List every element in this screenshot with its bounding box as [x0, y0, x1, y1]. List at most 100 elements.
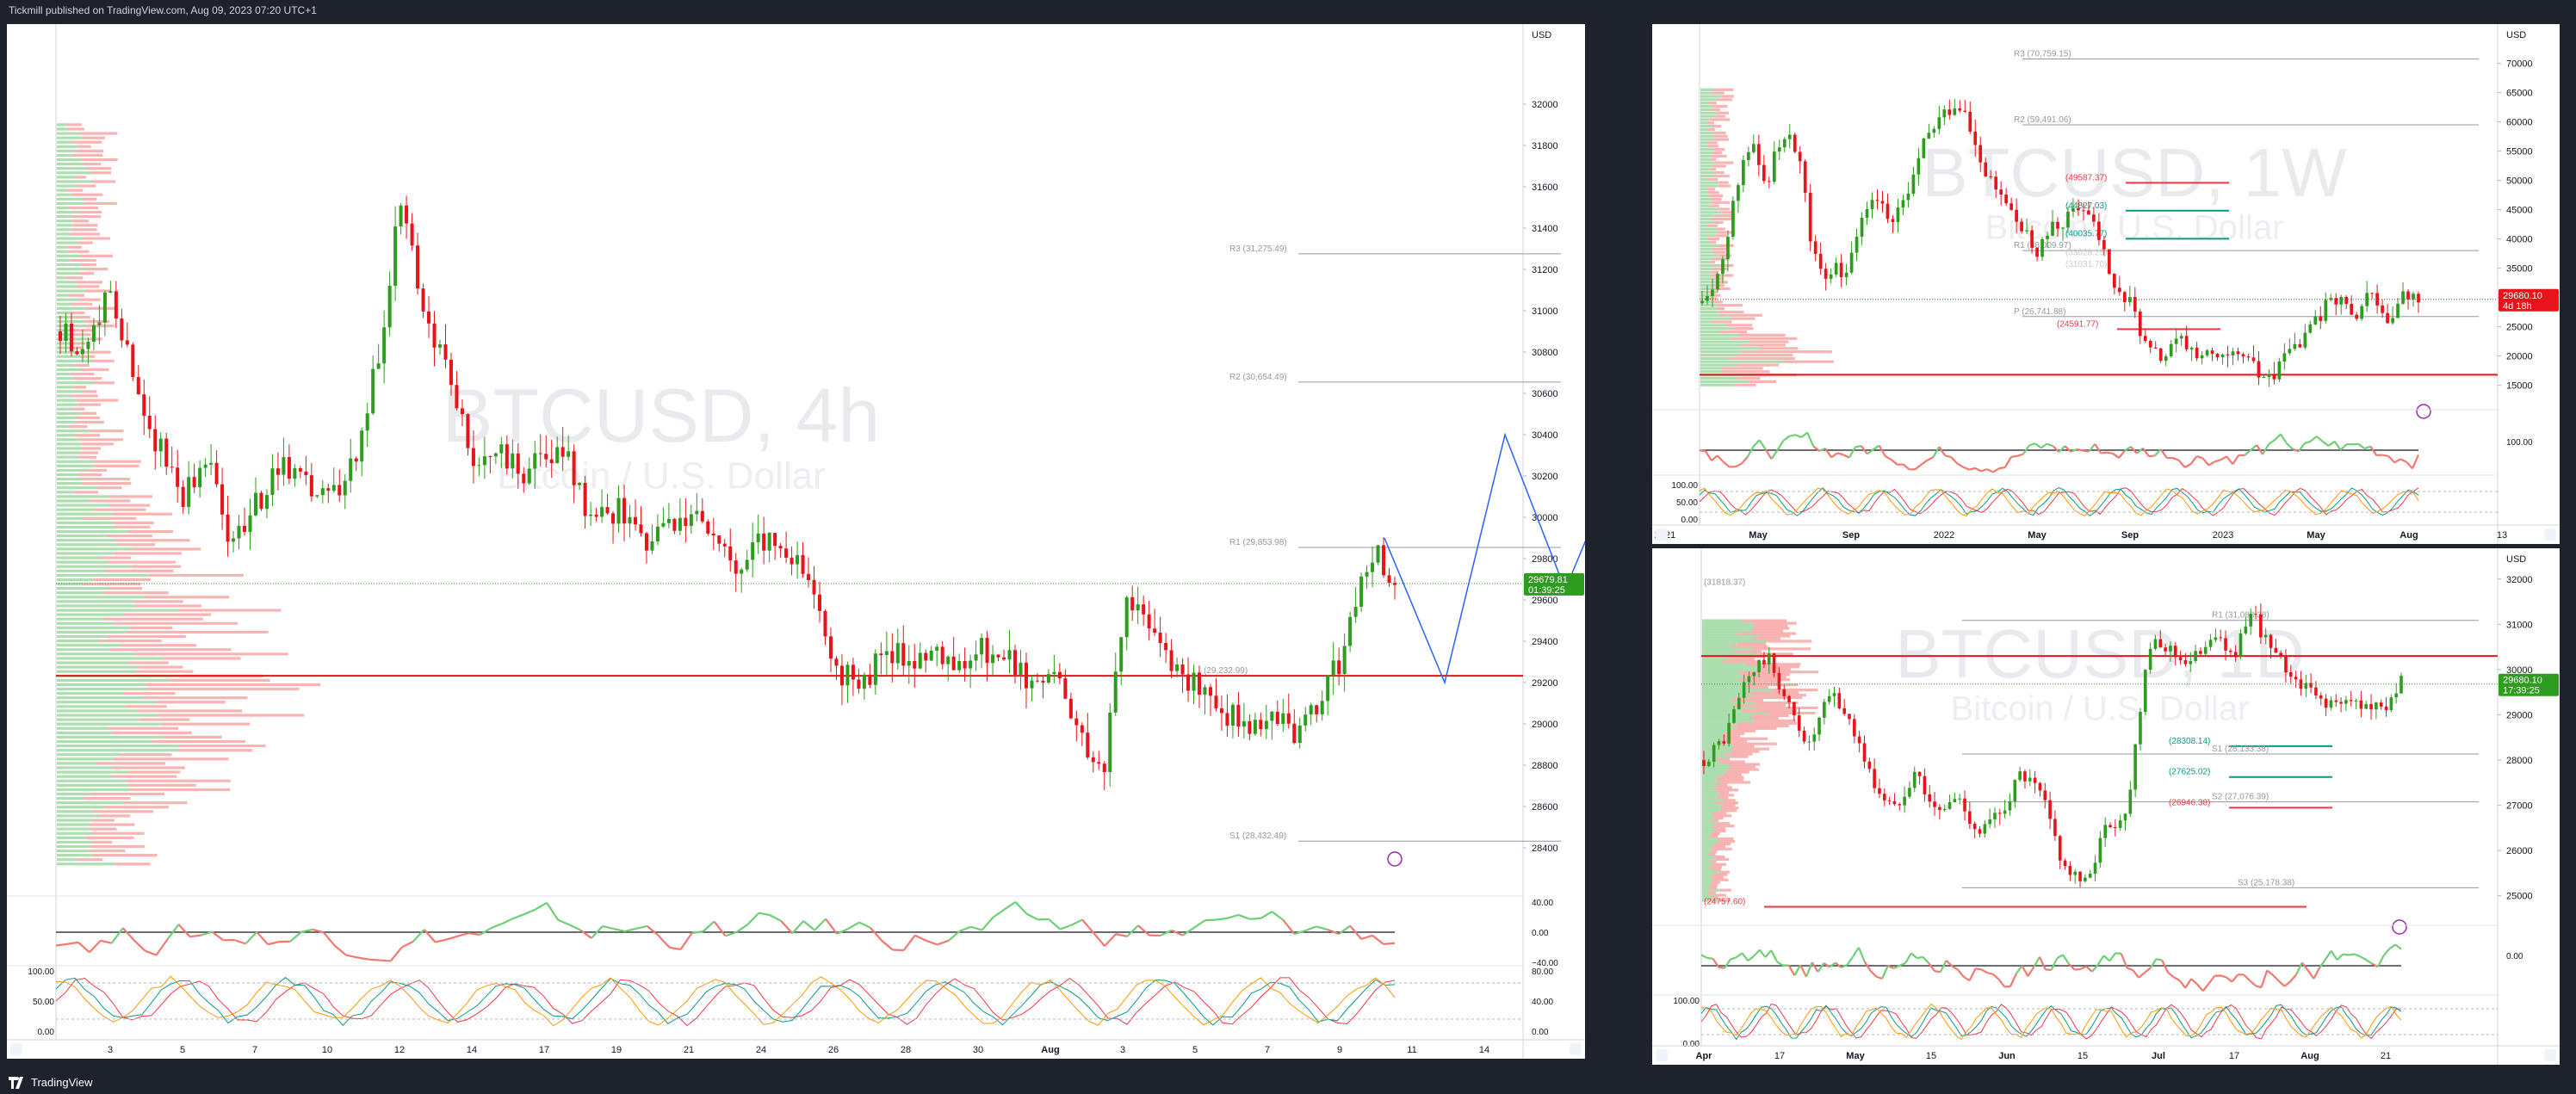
rsi-segment: [412, 929, 425, 943]
volume-profile-down: [1714, 801, 1738, 805]
volume-profile-up: [1702, 873, 1712, 876]
candle-body: [64, 323, 68, 342]
rsi-segment: [1863, 961, 1872, 972]
y-tick-label: 31800: [1532, 141, 1558, 151]
volume-profile-down: [83, 447, 101, 450]
volume-profile-down: [1712, 868, 1722, 871]
rsi-segment: [624, 927, 637, 933]
candle-body: [857, 679, 861, 689]
candle-body: [2013, 780, 2017, 801]
candle-body: [1988, 819, 1991, 825]
rsi-segment: [133, 939, 146, 952]
candle-body: [2046, 235, 2049, 239]
price-tag-value: 29679.81: [1528, 575, 1568, 585]
volume-profile-up: [57, 123, 66, 127]
candle-body: [97, 322, 102, 325]
volume-profile-down: [1712, 131, 1726, 134]
volume-profile-up: [57, 582, 83, 586]
currency-label: USD: [1532, 30, 1551, 40]
candle-body: [2194, 651, 2197, 661]
chart-panel-1d[interactable]: USD BTCUSD, 1D Bitcoin / U.S. Dollar 32000 3…: [1652, 548, 2560, 1065]
rsi-axis-label: 0.00: [1532, 929, 1549, 938]
candle-body: [2199, 651, 2202, 654]
volume-profile-down: [66, 346, 84, 349]
candle-body: [951, 656, 956, 671]
chart-panel-1w[interactable]: USD BTCUSD, 1W Bitcoin / U.S. Dollar 70000 6…: [1652, 24, 2560, 544]
volume-profile-up: [57, 460, 92, 463]
rsi-segment: [2045, 968, 2052, 972]
volume-profile-up: [57, 333, 71, 337]
volume-profile-down: [91, 810, 154, 813]
chart-panel-4h[interactable]: USD BTCUSD, 4h Bitcoin / U.S. Dollar 32000 3…: [7, 24, 1585, 1059]
volume-profile-up: [1700, 118, 1710, 121]
rsi-segment: [2132, 969, 2139, 979]
volume-profile-down: [1713, 817, 1724, 820]
candle-body: [767, 533, 771, 551]
volume-profile-down: [1723, 773, 1742, 776]
volume-profile-down: [1767, 640, 1812, 643]
candle-body: [237, 525, 241, 539]
volume-profile-down: [72, 315, 90, 319]
volume-profile-up: [1700, 263, 1719, 268]
candle-body: [1855, 237, 1859, 253]
rsi-segment: [2327, 440, 2336, 447]
watermark-name: Bitcoin / U.S. Dollar: [1951, 690, 2250, 728]
rsi-segment: [2130, 446, 2138, 454]
candle-body: [2009, 203, 2013, 210]
candle-body: [963, 660, 967, 669]
volume-profile-down: [67, 424, 88, 429]
candle-body: [410, 223, 414, 246]
rsi-segment: [1902, 463, 1910, 471]
rsi-segment: [1699, 449, 1706, 453]
volume-profile-up: [57, 268, 88, 271]
volume-profile-up: [57, 718, 139, 721]
volume-profile-up: [1700, 353, 1737, 357]
volume-profile-up: [1700, 121, 1707, 125]
rsi-segment: [2354, 953, 2362, 958]
candle-body: [2051, 221, 2054, 236]
volume-profile-down: [1714, 170, 1725, 175]
rsi-segment: [825, 918, 838, 935]
candle-body: [1802, 730, 1806, 742]
candle-body: [2344, 700, 2348, 704]
rsi-segment: [2101, 451, 2108, 454]
volume-profile-down: [77, 403, 101, 406]
candle-body: [2386, 312, 2389, 324]
volume-profile-down: [114, 539, 190, 542]
rsi-segment: [1885, 455, 1892, 460]
volume-profile-up: [1700, 191, 1707, 195]
volume-profile-down: [1712, 88, 1734, 91]
volume-profile-down: [161, 722, 251, 726]
rsi-segment: [267, 941, 280, 946]
candle-body: [560, 447, 565, 457]
volume-profile-down: [1713, 148, 1725, 151]
volume-profile-down: [84, 319, 110, 324]
candle-body: [382, 327, 387, 364]
volume-profile-up: [1702, 893, 1715, 897]
volume-profile-up: [57, 862, 115, 866]
candle-body: [471, 448, 475, 467]
x-tick-label: May: [1846, 1051, 1865, 1061]
rsi-segment: [2138, 972, 2146, 979]
rsi-segment: [1193, 919, 1206, 929]
volume-profile-up: [1702, 708, 1742, 713]
volume-profile-down: [77, 473, 102, 477]
volume-profile-up: [1702, 640, 1768, 643]
volume-profile-up: [1702, 850, 1712, 854]
candle-body: [1722, 741, 1726, 744]
x-tick-label: Sep: [1842, 530, 1860, 541]
rsi-segment: [669, 946, 681, 951]
candle-body: [1824, 269, 1828, 279]
volume-profile-down: [1731, 742, 1777, 745]
volume-profile-up: [1702, 673, 1742, 677]
volume-profile-up: [1700, 313, 1720, 317]
volume-profile-up: [1702, 837, 1718, 841]
volume-profile-up: [57, 140, 72, 144]
volume-profile-up: [57, 796, 84, 800]
candle-body: [2068, 866, 2072, 875]
volume-profile-up: [57, 455, 77, 459]
volume-profile-down: [1718, 263, 1734, 268]
